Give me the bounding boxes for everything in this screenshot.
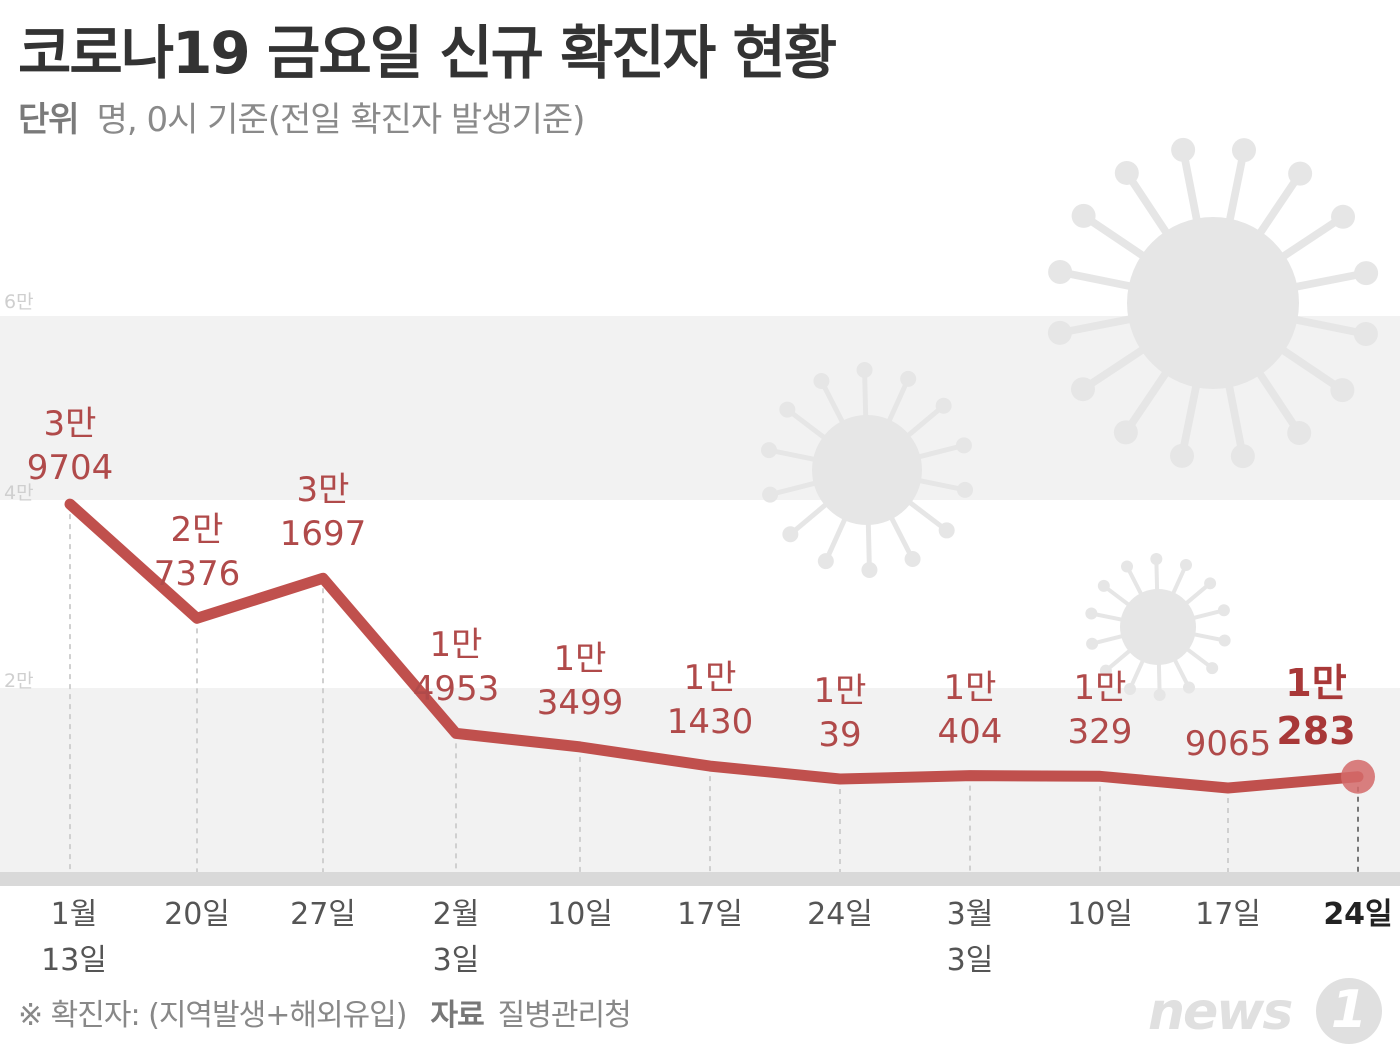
x-tick-label-line: 3월 xyxy=(946,897,994,932)
source-label: 자료 xyxy=(430,998,484,1033)
data-label-line: 1만 xyxy=(813,670,867,711)
data-label-line: 283 xyxy=(1276,708,1356,753)
data-point-highlight xyxy=(1341,759,1375,794)
x-tick-label-0: 1월 13일 xyxy=(14,892,134,984)
logo-text: news xyxy=(1148,982,1293,1042)
x-axis-baseline xyxy=(0,872,1400,886)
data-label-line: 1만 xyxy=(1073,668,1127,709)
data-label-2: 3만 1697 xyxy=(243,468,403,556)
chart-subtitle: 단위 명, 0시 기준(전일 확진자 발생기준) xyxy=(18,92,586,141)
x-tick-label-3: 2월 3일 xyxy=(396,892,516,984)
virus-icon-medium xyxy=(760,362,974,578)
x-tick-label-5: 17일 xyxy=(650,892,770,938)
data-label-line: 1만 xyxy=(1285,660,1347,705)
source-name: 질병관리청 xyxy=(497,998,632,1033)
data-label-line: 4953 xyxy=(412,669,500,710)
footer-note: ※ 확진자: (지역발생+해외유입) xyxy=(18,998,407,1033)
data-label-8: 1만 329 xyxy=(1020,666,1180,754)
data-label-line: 329 xyxy=(1067,712,1133,753)
x-tick-label-4: 10일 xyxy=(520,892,640,938)
data-point-8 xyxy=(1095,771,1105,782)
x-tick-label-10: 24일 xyxy=(1298,892,1400,938)
data-label-6: 1만 39 xyxy=(760,669,920,757)
data-label-line: 3만 xyxy=(296,470,350,511)
x-tick-label-line: 10일 xyxy=(1067,897,1133,932)
x-tick-label-9: 17일 xyxy=(1168,892,1288,938)
data-label-line: 1430 xyxy=(666,702,754,743)
x-tick-label-line: 17일 xyxy=(677,897,743,932)
data-label-line: 3499 xyxy=(536,682,624,723)
data-label-5: 1만 1430 xyxy=(630,656,790,744)
x-tick-label-line: 27일 xyxy=(290,897,356,932)
data-label-line: 1만 xyxy=(943,667,997,708)
unit-text: 명, 0시 기준(전일 확진자 발생기준) xyxy=(96,100,586,140)
data-label-line: 1만 xyxy=(429,625,483,666)
x-tick-label-line: 13일 xyxy=(41,943,107,978)
x-tick-label-line: 17일 xyxy=(1195,897,1261,932)
x-tick-label-1: 20일 xyxy=(137,892,257,938)
data-label-line: 404 xyxy=(937,711,1003,752)
data-label-1: 2만 7376 xyxy=(117,508,277,596)
x-tick-label-line: 1월 xyxy=(50,897,98,932)
x-tick-label-2: 27일 xyxy=(263,892,383,938)
news1-logo: news 1 xyxy=(1148,978,1388,1048)
chart-title: 코로나19 금요일 신규 확진자 현황 xyxy=(18,19,837,87)
data-label-line: 9704 xyxy=(26,448,114,489)
data-label-7: 1만 404 xyxy=(890,666,1050,754)
data-point-3 xyxy=(451,728,461,739)
x-tick-label-line: 24일 xyxy=(1323,897,1393,932)
x-tick-label-7: 3월 3일 xyxy=(910,892,1030,984)
x-tick-label-line: 3일 xyxy=(432,943,480,978)
data-label-line: 1만 xyxy=(683,658,737,699)
data-label-line: 39 xyxy=(818,714,862,755)
data-point-5 xyxy=(705,761,715,772)
data-label-line: 2만 xyxy=(170,510,224,551)
x-tick-label-line: 10일 xyxy=(547,897,613,932)
data-label-line: 1697 xyxy=(279,514,367,555)
x-tick-label-8: 10일 xyxy=(1040,892,1160,938)
data-label-line: 1만 xyxy=(553,638,607,679)
x-tick-label-line: 3일 xyxy=(946,943,994,978)
unit-label: 단위 xyxy=(18,100,80,140)
data-point-6 xyxy=(835,773,845,784)
data-label-line: 7376 xyxy=(153,554,241,595)
data-label-4: 1만 3499 xyxy=(500,637,660,725)
footer: ※ 확진자: (지역발생+해외유입) 자료 질병관리청 xyxy=(18,990,632,1034)
data-label-10: 1만 283 xyxy=(1236,659,1396,755)
x-tick-label-line: 20일 xyxy=(164,897,230,932)
data-point-1 xyxy=(192,613,202,624)
data-label-3: 1만 4953 xyxy=(376,623,536,711)
data-point-7 xyxy=(965,770,975,781)
y-tick-label-20000: 2만 xyxy=(4,670,34,692)
y-tick-label-60000: 6만 xyxy=(4,291,34,313)
x-tick-label-line: 24일 xyxy=(807,897,873,932)
data-point-0 xyxy=(65,499,75,510)
data-label-9: 9065 xyxy=(1148,722,1308,766)
logo-mark: 1 xyxy=(1330,980,1368,1040)
data-label-0: 3만 9704 xyxy=(0,402,150,490)
virus-icon-small xyxy=(1085,553,1231,701)
x-tick-label-6: 24일 xyxy=(780,892,900,938)
y-tick-label-40000: 4만 xyxy=(4,482,34,504)
virus-icon-large xyxy=(1047,137,1379,469)
logo-circle xyxy=(1316,978,1382,1044)
data-label-line: 3만 xyxy=(43,404,97,445)
data-label-line: 9065 xyxy=(1184,723,1272,764)
data-point-2 xyxy=(318,573,328,584)
x-tick-label-line: 2월 xyxy=(432,897,480,932)
data-point-4 xyxy=(575,741,585,752)
data-point-9 xyxy=(1223,782,1233,793)
